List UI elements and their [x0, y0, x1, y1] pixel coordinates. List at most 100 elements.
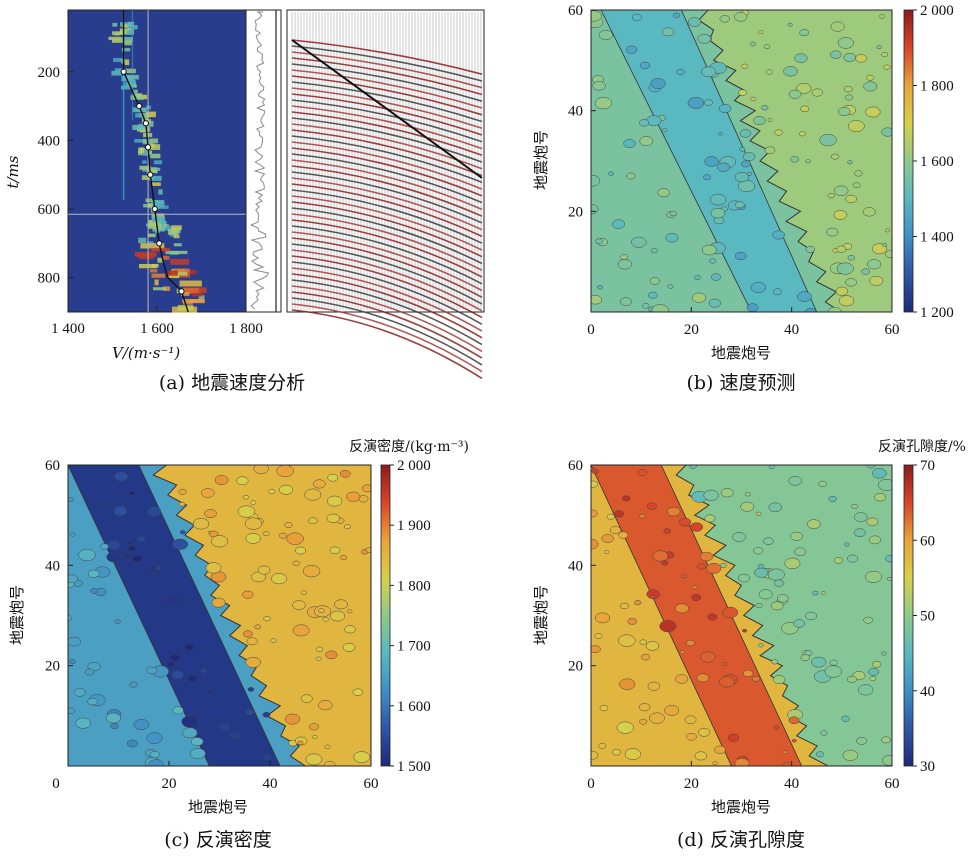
reflection-event — [291, 243, 483, 305]
contour-patch — [679, 650, 686, 655]
contour-patch — [172, 706, 184, 715]
contour-patch — [767, 568, 785, 581]
contour-patch — [292, 560, 300, 566]
contour-patch — [278, 484, 294, 495]
contour-patch — [771, 659, 779, 665]
contour-patch — [772, 288, 783, 295]
reflection-event — [291, 219, 483, 278]
contour-patch — [622, 495, 631, 502]
contour-patch — [833, 557, 844, 564]
contour-patch — [620, 602, 629, 610]
contour-patch — [701, 66, 717, 78]
contour-patch — [764, 146, 776, 155]
contour-patch — [149, 751, 160, 759]
contour-patch — [865, 106, 881, 118]
energy-patch — [108, 36, 122, 40]
contour-patch — [68, 497, 75, 502]
y-tick-label: 400 — [38, 133, 61, 149]
contour-patch — [718, 104, 732, 114]
contour-patch — [247, 687, 255, 692]
reflection-event — [291, 45, 483, 82]
contour-patch — [106, 551, 122, 563]
contour-patch — [649, 277, 660, 285]
y-tick-label: 20 — [45, 659, 60, 675]
contour-patch — [327, 473, 339, 482]
contour-patch — [650, 595, 655, 599]
crosshair — [68, 10, 246, 312]
plot-frame — [67, 464, 372, 767]
energy-patch — [144, 120, 154, 127]
contour-patch — [619, 297, 632, 306]
contour-patch — [880, 651, 887, 656]
contour-patch — [757, 563, 765, 569]
contour-patch — [626, 172, 636, 180]
contour-patch — [819, 133, 837, 147]
contour-patch — [166, 661, 175, 668]
gather — [291, 12, 483, 380]
contour-patch — [694, 751, 708, 761]
contour-patch — [784, 557, 801, 570]
contour-patch — [601, 534, 614, 543]
energy-patch — [170, 258, 190, 265]
contour-patch — [843, 52, 857, 62]
energy-patch — [112, 22, 118, 27]
contour-patch — [765, 69, 773, 75]
contour-patch — [133, 718, 150, 731]
energy-patch — [173, 234, 180, 239]
contour-patch — [783, 66, 798, 77]
contour-patch — [342, 642, 356, 652]
contour-patch — [182, 727, 198, 739]
contour-patch — [326, 513, 340, 523]
contour-patch — [734, 758, 750, 766]
reflection-event — [291, 129, 483, 177]
contour-patch — [697, 563, 706, 570]
contour-patch — [698, 728, 711, 737]
energy-patch — [124, 59, 130, 66]
contour-patch — [624, 748, 641, 760]
contour-patch — [329, 546, 341, 555]
energy-patch — [184, 288, 199, 294]
contour-patch — [847, 554, 859, 563]
contour-patch — [665, 233, 679, 243]
contour-patch — [831, 153, 840, 160]
reflection-event — [291, 99, 483, 143]
reflection-event — [291, 117, 483, 163]
energy-patch — [132, 124, 146, 130]
y-tick-label: 40 — [568, 104, 583, 120]
contour-patch — [598, 742, 607, 749]
moveout-curve — [291, 39, 483, 179]
energy-patch — [181, 292, 190, 296]
contour-patch — [746, 303, 759, 312]
energy-patch — [123, 40, 132, 46]
contour-patch — [617, 259, 633, 270]
contour-patch — [592, 81, 606, 91]
contour-patch — [648, 291, 658, 299]
energy-patch — [138, 237, 147, 244]
contour-patch — [200, 668, 207, 674]
contour-patch — [869, 676, 877, 681]
energy-patch — [122, 24, 129, 28]
density-map — [67, 464, 372, 767]
contour-patch — [758, 589, 773, 600]
energy-patch — [145, 198, 153, 203]
contour-patch — [734, 12, 748, 22]
contour-patch — [204, 509, 217, 519]
contour-patch — [137, 535, 146, 542]
colorbar-tick-label: 2 000 — [920, 3, 954, 19]
colorbar-label: 反演密度/(kg·m⁻³) — [349, 438, 469, 455]
contour-patch — [646, 502, 657, 510]
picked-velocity — [120, 10, 189, 313]
contour-patch — [594, 612, 611, 624]
contour-patch — [214, 475, 229, 485]
y-tick-label: 20 — [568, 204, 583, 220]
x-axis-label: V/(m·s⁻¹) — [112, 344, 180, 362]
picked-point — [178, 288, 185, 295]
contour-patch — [181, 715, 199, 728]
x-tick-label: 1 600 — [140, 321, 174, 337]
contour-patch — [190, 737, 204, 747]
contour-patch — [68, 707, 76, 715]
contour-patch — [738, 89, 748, 96]
contour-patch — [741, 160, 751, 168]
contour-patch — [845, 278, 857, 287]
contour-patch — [639, 136, 654, 146]
